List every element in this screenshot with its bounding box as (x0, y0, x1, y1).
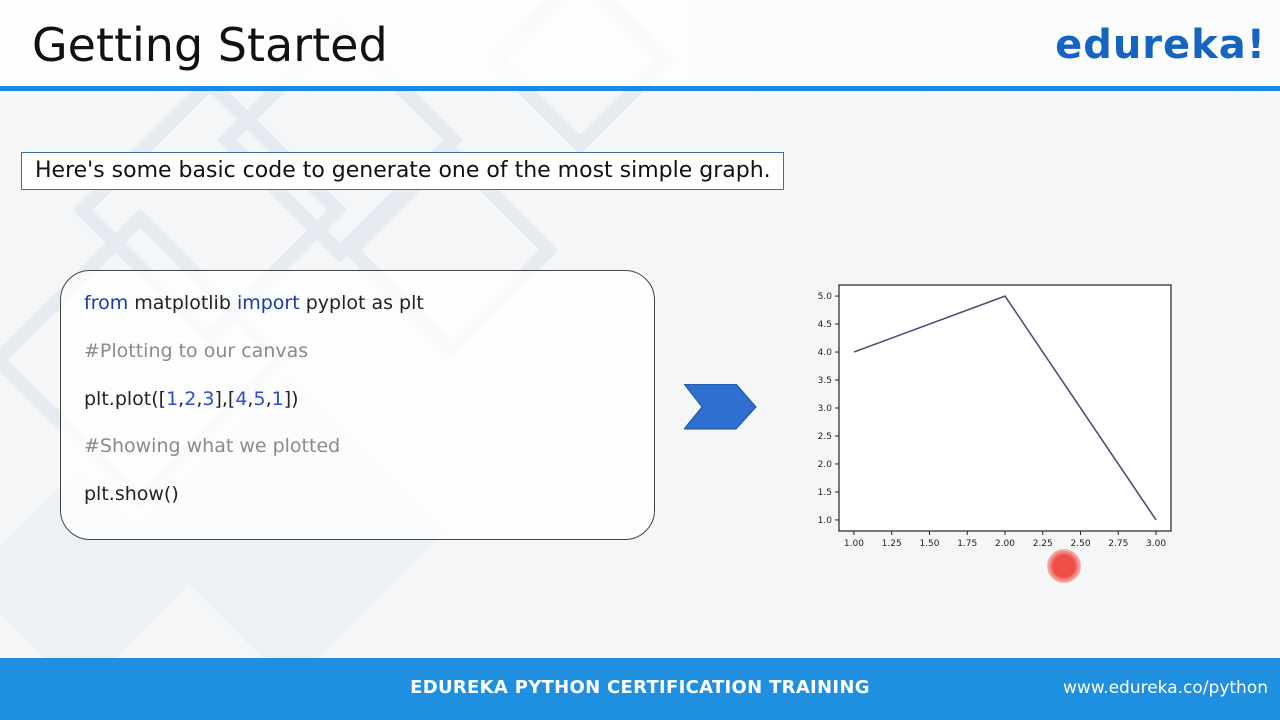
x-tick-label: 1.75 (957, 539, 977, 549)
code-text: pyplot as plt (299, 292, 424, 314)
code-number: 4 (235, 388, 248, 410)
code-line-show: plt.show() (84, 483, 179, 505)
keyword-import: import (236, 292, 300, 314)
plot-frame (838, 284, 1172, 532)
y-tick-label: 1.5 (818, 488, 832, 498)
y-axis-ticks: 1.0 1.5 2.0 2.5 3.0 3.5 4.0 4.5 5.0 (818, 292, 839, 526)
x-tick-label: 1.50 (919, 539, 939, 549)
x-tick-label: 1.25 (882, 539, 902, 549)
keyword-from: from (84, 292, 129, 314)
y-tick-label: 1.0 (818, 516, 833, 526)
code-text: ]) (283, 388, 299, 410)
code-number: 1 (166, 388, 179, 410)
x-axis-ticks: 1.00 1.25 1.50 1.75 2.00 2.25 2.50 2.75 3.00 (844, 531, 1166, 549)
intro-callout: Here's some basic code to generate one o… (21, 152, 784, 190)
code-line-import: from matplotlib import pyplot as plt (84, 292, 424, 314)
code-number: 3 (202, 388, 215, 410)
header-divider (0, 86, 1280, 91)
y-tick-label: 4.5 (818, 320, 832, 330)
y-tick-label: 2.5 (818, 432, 832, 442)
x-tick-label: 3.00 (1146, 539, 1166, 549)
code-number: 5 (253, 388, 266, 410)
y-tick-label: 5.0 (818, 292, 833, 302)
y-tick-label: 4.0 (818, 348, 833, 358)
code-text: , (247, 388, 254, 410)
line-chart: 1.0 1.5 2.0 2.5 3.0 3.5 4.0 4.5 5.0 1.00 1.25 1.50… (818, 284, 1172, 549)
slide-footer: EDUREKA PYTHON CERTIFICATION TRAINING ww… (0, 658, 1280, 720)
x-tick-label: 2.25 (1033, 539, 1053, 549)
code-text: ],[ (214, 388, 236, 410)
y-tick-label: 3.5 (818, 376, 832, 386)
slide-title: Getting Started (32, 18, 388, 72)
code-comment-showing: #Showing what we plotted (84, 435, 341, 457)
series-line (853, 295, 1157, 521)
edureka-logo: edureka! (1055, 22, 1266, 68)
x-tick-label: 2.75 (1108, 539, 1128, 549)
chart-series (853, 295, 1157, 521)
code-text: matplotlib (128, 292, 237, 314)
code-text: plt.plot([ (84, 388, 167, 410)
code-text: , (265, 388, 272, 410)
code-box: from matplotlib import pyplot as plt #Pl… (60, 270, 655, 540)
code-text: , (178, 388, 185, 410)
pointer-highlight-icon (1047, 549, 1081, 583)
code-number: 2 (184, 388, 197, 410)
chart-axes (838, 284, 1172, 532)
footer-course-title: EDUREKA PYTHON CERTIFICATION TRAINING (410, 677, 870, 698)
code-text: , (196, 388, 203, 410)
y-tick-label: 2.0 (818, 460, 833, 470)
x-tick-label: 2.00 (995, 539, 1015, 549)
chevron-arrow-icon (684, 384, 757, 430)
x-tick-label: 2.50 (1071, 539, 1091, 549)
x-tick-label: 1.00 (844, 539, 864, 549)
slide-header: Getting Started edureka! (0, 0, 1280, 88)
code-line-plot: plt.plot([1,2,3],[4,5,1]) (84, 388, 299, 410)
y-tick-label: 3.0 (818, 404, 833, 414)
code-comment-plotting: #Plotting to our canvas (84, 340, 309, 362)
code-number: 1 (271, 388, 284, 410)
footer-url: www.edureka.co/python (1063, 678, 1268, 698)
